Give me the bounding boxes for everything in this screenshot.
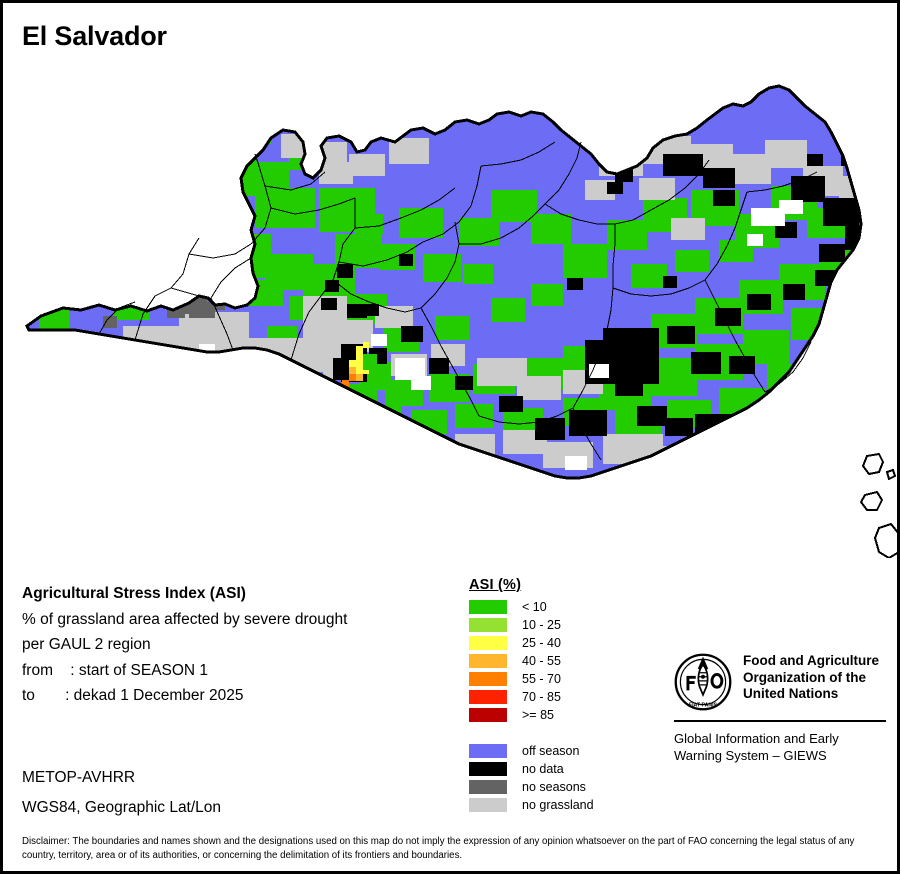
legend-swatch-off-season — [469, 743, 507, 758]
legend-label-no-seasons: no seasons — [522, 779, 586, 794]
legend-swatch-25-40 — [469, 635, 507, 650]
legend-swatch-no-data — [469, 761, 507, 776]
giews-line-1: Global Information and Early — [674, 731, 839, 746]
description-block: Agricultural Stress Index (ASI) % of gra… — [22, 581, 442, 709]
legend-item-25-40: 25 - 40 — [469, 634, 639, 651]
sensor-block: METOP-AVHRR WGS84, Geographic Lat/Lon — [22, 763, 442, 823]
legend-label-70-85: 70 - 85 — [522, 689, 561, 704]
fao-branding-block: FIAT PANIS Food and Agriculture Organiza… — [674, 653, 889, 764]
gulf-islands — [859, 452, 897, 558]
page-title: El Salvador — [22, 21, 167, 51]
legend-item-no-data: no data — [469, 760, 639, 777]
map-canvas[interactable] — [3, 58, 897, 558]
sensor-name: METOP-AVHRR — [22, 769, 136, 786]
legend-item-55-70: 55 - 70 — [469, 670, 639, 687]
description-line-1: % of grassland area affected by severe d… — [22, 610, 348, 628]
legend-label-55-70: 55 - 70 — [522, 671, 561, 686]
legend-label-10-25: 10 - 25 — [522, 617, 561, 632]
legend-label-no-grassland: no grassland — [522, 797, 594, 812]
legend-label-lt10: < 10 — [522, 599, 547, 614]
legend-label-off-season: off season — [522, 743, 580, 758]
description-line-to: to : dekad 1 December 2025 — [22, 687, 244, 705]
legend-item-lt10: < 10 — [469, 598, 639, 615]
legend-item-no-grassland: no grassland — [469, 796, 639, 813]
disclaimer-text: Disclaimer: The boundaries and names sho… — [22, 836, 855, 861]
legend-swatch-10-25 — [469, 617, 507, 632]
legend-swatch-70-85 — [469, 689, 507, 704]
giews-line-2: Warning System – GIEWS — [674, 748, 827, 763]
description-line-from: from : start of SEASON 1 — [22, 661, 209, 679]
legend-item-off-season: off season — [469, 742, 639, 759]
legend-label-25-40: 25 - 40 — [522, 635, 561, 650]
legend-swatch-40-55 — [469, 653, 507, 668]
fao-logo-icon: FIAT PANIS — [674, 653, 732, 711]
legend-swatch-lt10 — [469, 599, 507, 614]
legend-item-70-85: 70 - 85 — [469, 688, 639, 705]
description-heading: Agricultural Stress Index (ASI) — [22, 585, 246, 602]
legend-title: ASI (%) — [469, 577, 522, 593]
legend-swatch-55-70 — [469, 671, 507, 686]
admin-boundaries — [98, 141, 818, 461]
legend-swatch-no-seasons — [469, 779, 507, 794]
fao-motto: FIAT PANIS — [689, 702, 718, 708]
fao-divider — [674, 720, 886, 722]
legend-label-40-55: 40 - 55 — [522, 653, 561, 668]
legend-swatch-no-grassland — [469, 797, 507, 812]
legend-swatch-gte85 — [469, 707, 507, 722]
fao-org-line-3: United Nations — [743, 686, 839, 701]
country-outline — [25, 84, 863, 480]
fao-org-line-2: Organization of the — [743, 669, 866, 685]
projection-name: WGS84, Geographic Lat/Lon — [22, 799, 222, 816]
legend-spacer — [469, 724, 639, 742]
legend-item-gte85: >= 85 — [469, 706, 639, 723]
description-line-2: per GAUL 2 region — [22, 636, 151, 654]
legend-label-gte85: >= 85 — [522, 707, 554, 722]
legend-label-no-data: no data — [522, 761, 564, 776]
legend-item-10-25: 10 - 25 — [469, 616, 639, 633]
fao-org-line-1: Food and Agriculture — [743, 653, 879, 668]
legend-item-40-55: 40 - 55 — [469, 652, 639, 669]
legend: ASI (%) < 10 10 - 25 25 - 40 40 - 55 55 … — [469, 577, 639, 814]
legend-item-no-seasons: no seasons — [469, 778, 639, 795]
